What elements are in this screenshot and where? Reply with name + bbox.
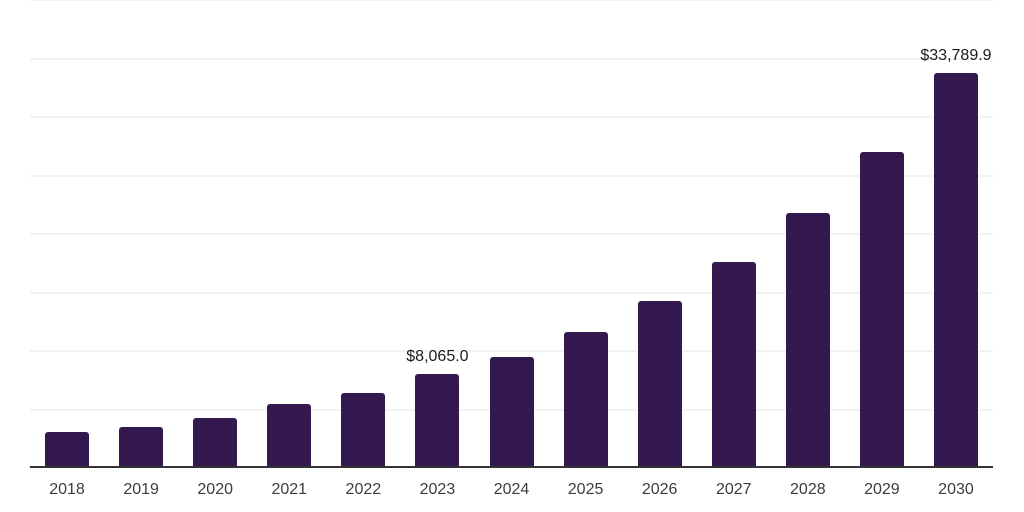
gridline-35000 — [30, 57, 993, 60]
x-tick-2018: 2018 — [49, 481, 85, 498]
bar-2018 — [45, 431, 90, 468]
bar-2027 — [711, 261, 756, 468]
bar-2026 — [637, 301, 682, 468]
gridline-30000 — [30, 116, 993, 118]
plot-area: $8,065.0 $33,789.9 — [30, 0, 993, 468]
bar-slot-2024 — [474, 0, 548, 468]
bar-2030 — [933, 72, 978, 468]
bar-2023 — [415, 373, 460, 468]
bar-slot-2028 — [771, 0, 845, 468]
x-tick-2025: 2025 — [567, 481, 604, 498]
x-tick-2026: 2026 — [641, 481, 678, 498]
gridline-10000 — [30, 350, 993, 352]
bar-slot-2019 — [104, 0, 178, 468]
bar-slot-2018 — [30, 0, 104, 468]
bar-slot-2025 — [549, 0, 623, 468]
bar-2028 — [785, 212, 830, 468]
bar-slot-2022 — [326, 0, 400, 468]
x-tick-2022: 2022 — [345, 481, 382, 498]
bars-group: $8,065.0 $33,789.9 — [30, 0, 993, 468]
data-label-2030: $33,789.9 — [920, 46, 992, 64]
x-axis-line — [30, 466, 993, 468]
bar-slot-2023: $8,065.0 — [400, 0, 474, 468]
x-tick-2024: 2024 — [493, 481, 530, 498]
bar-chart: $8,065.0 $33,789.9 2018 2019 2020 2021 2022 20… — [30, 0, 993, 512]
x-tick-2030: 2030 — [938, 481, 974, 498]
gridline-25000 — [30, 174, 993, 177]
bar-slot-2020 — [178, 0, 252, 468]
bar-2020 — [193, 418, 238, 468]
x-tick-2028: 2028 — [790, 481, 826, 498]
gridline-15000 — [30, 291, 993, 294]
data-label-2023: $8,065.0 — [406, 347, 469, 365]
x-tick-2027: 2027 — [715, 481, 752, 498]
bar-2022 — [341, 392, 386, 468]
bar-slot-2029 — [845, 0, 919, 468]
x-tick-2029: 2029 — [864, 481, 900, 498]
x-tick-2023: 2023 — [419, 481, 456, 498]
bar-2024 — [489, 356, 534, 468]
bar-2019 — [119, 426, 164, 468]
bar-2029 — [859, 151, 904, 468]
bar-slot-2030: $33,789.9 — [919, 0, 993, 468]
gridline-40000 — [30, 0, 993, 1]
x-tick-2021: 2021 — [271, 481, 308, 498]
x-tick-2019: 2019 — [123, 481, 159, 498]
x-tick-2020: 2020 — [197, 481, 233, 498]
bar-2025 — [563, 332, 608, 468]
bar-slot-2027 — [697, 0, 771, 468]
bar-slot-2026 — [623, 0, 697, 468]
x-axis-tick-labels: 2018 2019 2020 2021 2022 2023 2024 2025 2026 2027… — [30, 480, 993, 500]
bar-slot-2021 — [252, 0, 326, 468]
gridline-20000 — [30, 233, 993, 235]
bar-2021 — [267, 404, 312, 468]
